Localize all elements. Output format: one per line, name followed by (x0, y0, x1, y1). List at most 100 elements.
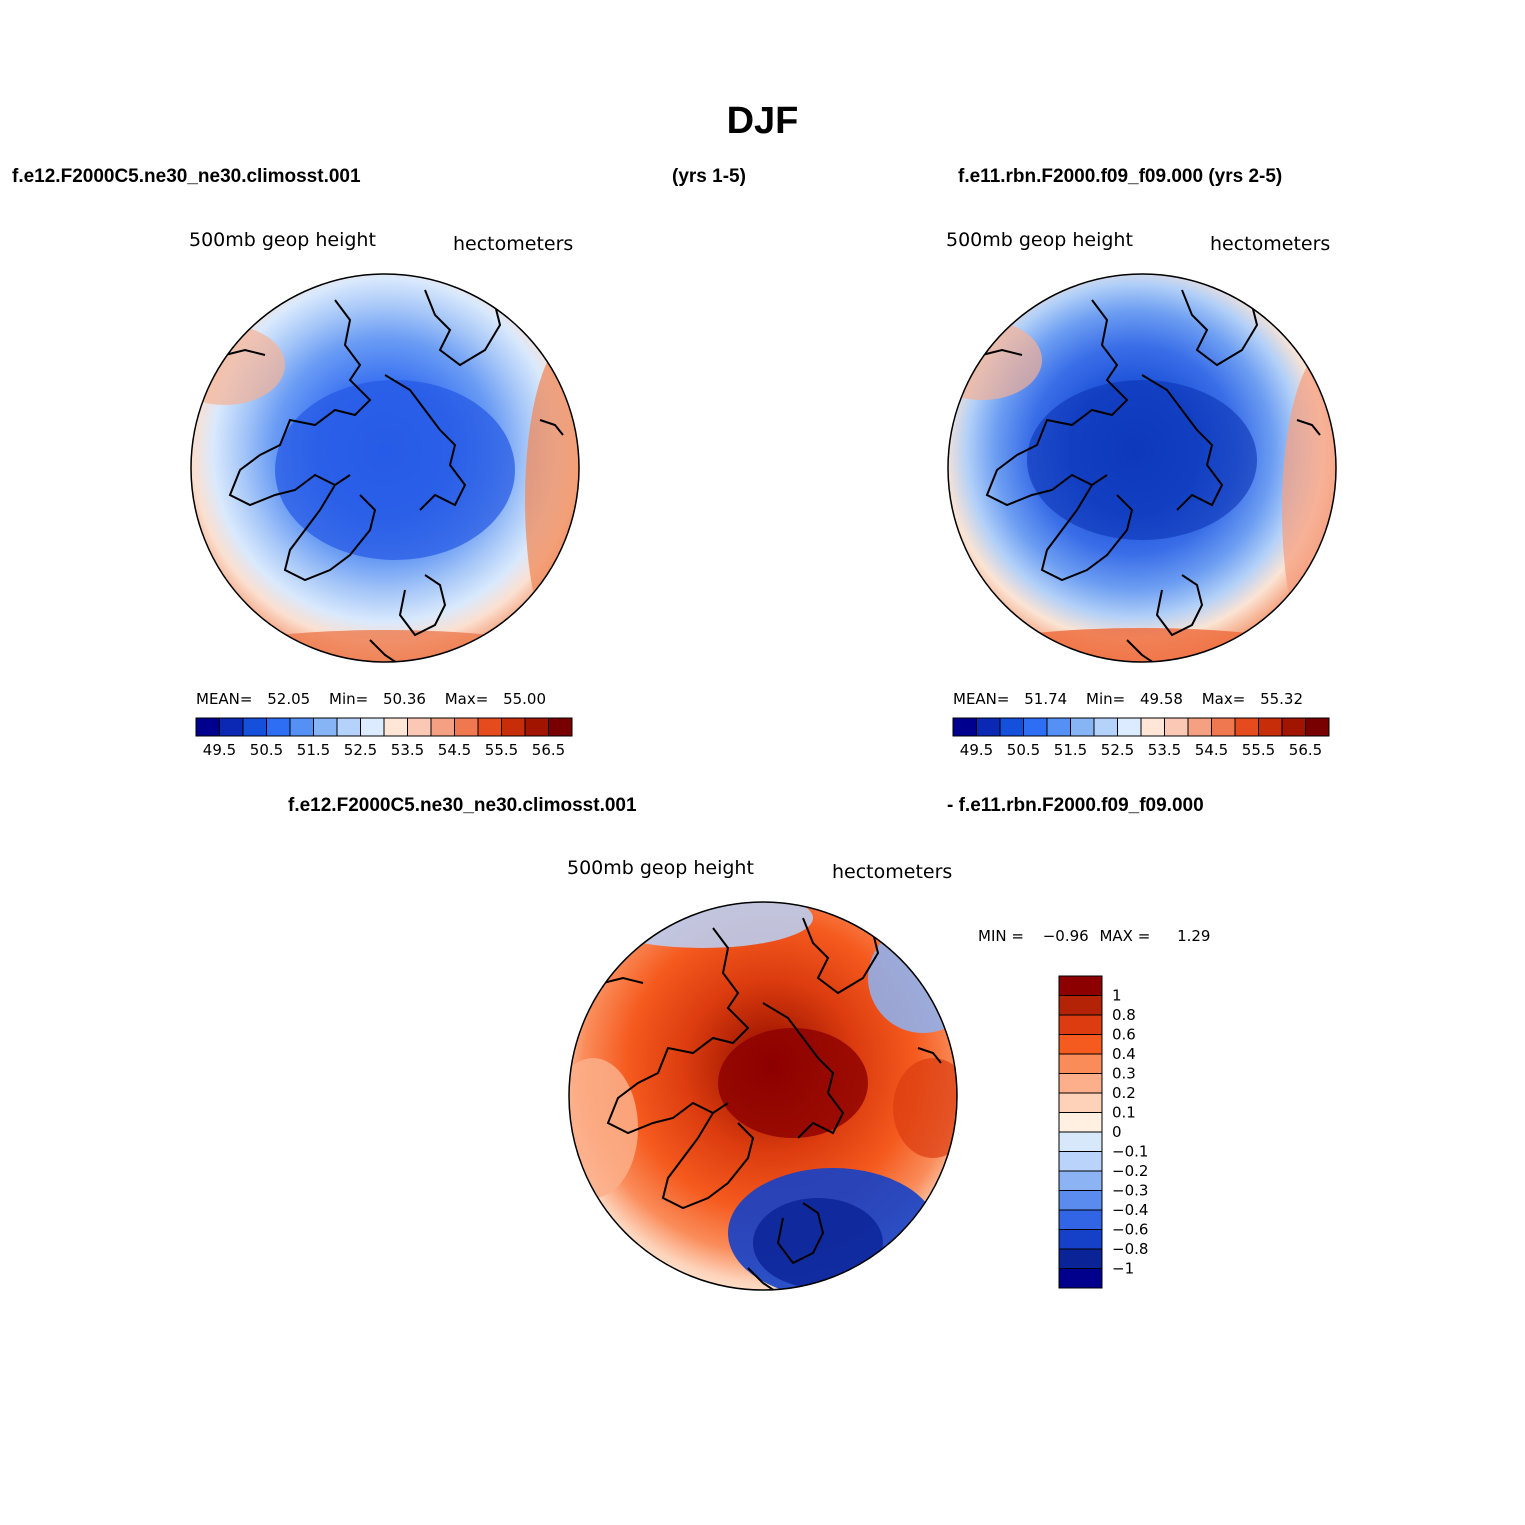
panel3-colorbar-tick-label: 0.3 (1112, 1065, 1136, 1083)
panel3-colorbar-swatch (1058, 1014, 1103, 1035)
panel3-colorbar-tick-label: 0.1 (1112, 1104, 1136, 1122)
panel1-colorbar-swatch (430, 717, 455, 737)
panel3-colorbar-swatch (1058, 1268, 1103, 1289)
panel3-colorbar-tick-label: 0.8 (1112, 1006, 1136, 1024)
panel2-mean-label: MEAN= (953, 690, 1010, 708)
panel1-map (190, 273, 580, 663)
panel1-mean-value: 52.05 (267, 690, 311, 708)
panel1-colorbar-tick-label: 51.5 (297, 741, 330, 759)
panel2-colorbar-tick-label: 55.5 (1242, 741, 1275, 759)
panel2-colorbar-swatch (1117, 717, 1142, 737)
panel1-colorbar-swatch (360, 717, 385, 737)
panel1-min-label: Min= (329, 690, 369, 708)
panel3-colorbar-tick-label: −0.6 (1112, 1221, 1148, 1239)
panel2-colorbar-tick-label: 50.5 (1007, 741, 1040, 759)
panel1-max-value: 55.00 (503, 690, 547, 708)
panel1-stats: MEAN= 52.05 Min= 50.36 Max= 55.00 (196, 690, 546, 708)
panel1-max-label: Max= (444, 690, 489, 708)
panel1-colorbar-swatch (501, 717, 526, 737)
panel1-colorbar-swatch (313, 717, 338, 737)
panel2-stats: MEAN= 51.74 Min= 49.58 Max= 55.32 (953, 690, 1303, 708)
panel1-colorbar-swatch (548, 717, 573, 737)
panel3-map-border (568, 901, 958, 1291)
panel3-colorbar-tick-label: 0.2 (1112, 1084, 1136, 1102)
panel1-colorbar-tick-label: 49.5 (203, 741, 236, 759)
panel2-colorbar-swatch (1187, 717, 1212, 737)
panel3-coastlines (602, 917, 942, 1290)
panel3-colorbar-swatch (1058, 1034, 1103, 1055)
panel2-colorbar: 49.5 50.5 51.5 52.5 53.5 54.5 55.5 56.5 (952, 717, 1330, 759)
panel2-colorbar-swatch (1140, 717, 1165, 737)
panel2-colorbar-swatch (1234, 717, 1259, 737)
panel2-colorbar-swatch (952, 717, 977, 737)
panel2-colorbar-swatch (1070, 717, 1095, 737)
panel2-map (947, 273, 1337, 663)
panel3-min-label: MIN = (978, 927, 1024, 945)
panel3-colorbar-swatch (1058, 1170, 1103, 1191)
panel2-colorbar-swatch (1046, 717, 1071, 737)
panel1-variable: 500mb geop height (189, 229, 376, 251)
panel2-max-value: 55.32 (1260, 690, 1304, 708)
panel3-variable: 500mb geop height (567, 857, 754, 879)
panel3-max-label: MAX = (1099, 927, 1151, 945)
panel3-colorbar-swatch (1058, 1229, 1103, 1250)
panel1-colorbar-swatch (219, 717, 244, 737)
panel2-colorbar-tick-label: 52.5 (1101, 741, 1134, 759)
panel1-colorbar-swatch (454, 717, 479, 737)
panel3-field (569, 902, 957, 1290)
panel3-colorbar-swatch (1058, 1209, 1103, 1230)
panel2-min-label: Min= (1086, 690, 1126, 708)
panel3-colorbar-tick-label: 1 (1112, 987, 1122, 1005)
panel3-colorbar-swatch (1058, 1248, 1103, 1269)
panel3-colorbar-swatch (1058, 1053, 1103, 1074)
panel1-colorbar-swatch (242, 717, 267, 737)
case1-label: f.e12.F2000C5.ne30_ne30.climosst.001 (12, 166, 361, 187)
panel3-colorbar-tick-label: −0.4 (1112, 1201, 1148, 1219)
panel2-max-label: Max= (1201, 690, 1246, 708)
panel2-colorbar-tick-label: 49.5 (960, 741, 993, 759)
panel3-map (568, 901, 958, 1291)
panel3-units: hectometers (832, 861, 953, 883)
panel1-mean-label: MEAN= (196, 690, 253, 708)
page-title: DJF (726, 100, 799, 142)
panel3-colorbar-swatch (1058, 1131, 1103, 1152)
panel3-colorbar-tick-label: 0.6 (1112, 1026, 1136, 1044)
panel3-colorbar-swatch (1058, 995, 1103, 1016)
panel2-colorbar-swatch (1164, 717, 1189, 737)
panel2-colorbar-swatch (1023, 717, 1048, 737)
diff-label-right: - f.e11.rbn.F2000.f09_f09.000 (947, 795, 1204, 816)
panel3-colorbar-tick-label: 0 (1112, 1123, 1122, 1141)
panel2-mean-value: 51.74 (1024, 690, 1068, 708)
panel1-colorbar-tick-label: 52.5 (344, 741, 377, 759)
panel3-min-value: −0.96 (1042, 927, 1089, 945)
panel2-colorbar-tick-label: 56.5 (1289, 741, 1322, 759)
panel3-colorbar-swatch (1058, 1073, 1103, 1094)
panel2-map-border (947, 273, 1337, 663)
panel1-map-border (190, 273, 580, 663)
panel2-colorbar-swatch (1258, 717, 1283, 737)
panel1-colorbar-swatch (524, 717, 549, 737)
panel1-colorbar-tick-label: 53.5 (391, 741, 424, 759)
panel3-colorbar-swatch (1058, 1190, 1103, 1211)
case2-label: f.e11.rbn.F2000.f09_f09.000 (yrs 2-5) (958, 166, 1283, 187)
panel1-colorbar-tick-label: 54.5 (438, 741, 471, 759)
panel1-field (191, 274, 579, 662)
panel1-colorbar-swatch (407, 717, 432, 737)
case1-years: (yrs 1-5) (672, 166, 746, 187)
panel3-colorbar-swatch (1058, 975, 1103, 996)
diff-label-left: f.e12.F2000C5.ne30_ne30.climosst.001 (288, 795, 637, 816)
panel3-colorbar-swatch (1058, 1151, 1103, 1172)
panel3-colorbar-swatch (1058, 1112, 1103, 1133)
panel1-colorbar-swatch (336, 717, 361, 737)
panel1-units: hectometers (453, 233, 574, 255)
panel1-colorbar-swatch (195, 717, 220, 737)
panel3-colorbar-tick-label: −0.2 (1112, 1162, 1148, 1180)
panel1-colorbar-swatch (383, 717, 408, 737)
panel2-units: hectometers (1210, 233, 1331, 255)
panel1-colorbar-tick-label: 56.5 (532, 741, 565, 759)
panel1-colorbar-swatch (266, 717, 291, 737)
panel1-min-value: 50.36 (382, 690, 426, 708)
panel2-coastlines (981, 289, 1321, 662)
panel1-colorbar: 49.5 50.5 51.5 52.5 53.5 54.5 55.5 56.5 (195, 717, 573, 759)
panel2-colorbar-swatch (999, 717, 1024, 737)
